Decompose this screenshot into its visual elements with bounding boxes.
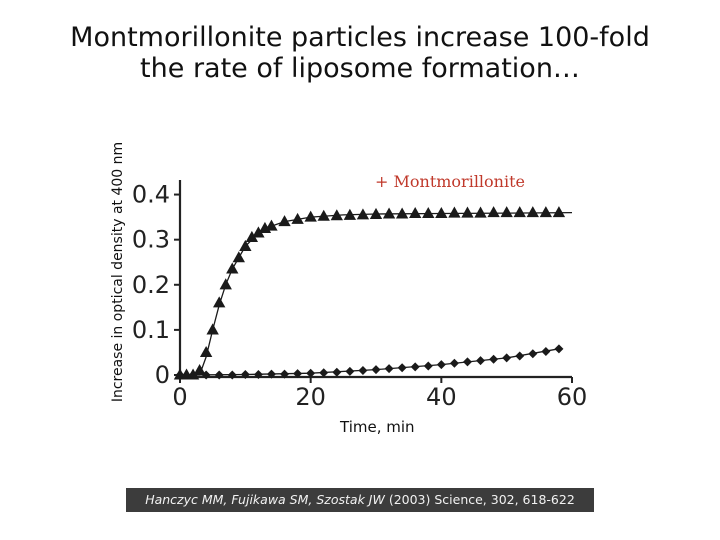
triangle-point bbox=[330, 209, 343, 221]
citation-bar: Hanczyc MM, Fujikawa SM, Szostak JW (200… bbox=[126, 488, 594, 512]
triangle-point bbox=[539, 206, 553, 218]
diamond-point bbox=[423, 361, 433, 371]
diamond-point bbox=[462, 357, 472, 367]
triangle-point bbox=[219, 278, 232, 290]
diamond-point bbox=[371, 365, 381, 375]
fit-curve-1 bbox=[180, 211, 573, 376]
triangle-point bbox=[513, 206, 526, 218]
citation-authors: Hanczyc MM, Fujikawa SM, Szostak JW bbox=[145, 492, 385, 507]
series-annotation: + Montmorillonite bbox=[375, 172, 525, 191]
triangle-point bbox=[232, 251, 245, 263]
slide-title: Montmorillonite particles increase 100-f… bbox=[0, 22, 720, 84]
diamond-point bbox=[515, 351, 525, 361]
triangle-point bbox=[252, 226, 265, 238]
diamond-point bbox=[175, 370, 185, 380]
diamond-point bbox=[201, 370, 211, 380]
triangle-point bbox=[369, 207, 383, 219]
triangle-point bbox=[193, 363, 206, 376]
triangle-point bbox=[265, 219, 278, 231]
triangle-point bbox=[213, 296, 226, 308]
triangle-point bbox=[239, 239, 252, 251]
triangle-point bbox=[206, 323, 219, 335]
diamond-point bbox=[280, 369, 290, 379]
x-tick-label: 60 bbox=[557, 383, 588, 411]
diamond-point bbox=[266, 369, 276, 379]
triangle-point bbox=[487, 206, 500, 218]
y-tick-label: 0.4 bbox=[132, 181, 170, 209]
triangle-point bbox=[435, 207, 448, 219]
y-tick-label: 0.3 bbox=[132, 226, 170, 254]
diamond-point bbox=[541, 347, 551, 357]
citation-source: (2003) Science, 302, 618-622 bbox=[388, 492, 575, 507]
triangle-point bbox=[395, 207, 409, 219]
y-tick-label: 0 bbox=[155, 361, 170, 389]
diamond-point bbox=[502, 353, 512, 363]
diamond-point bbox=[397, 363, 407, 373]
triangle-point bbox=[448, 206, 461, 218]
diamond-point bbox=[410, 362, 420, 372]
y-tick-label: 0.1 bbox=[132, 316, 170, 344]
diamond-point bbox=[240, 370, 250, 380]
triangle-point bbox=[304, 210, 317, 222]
triangle-point bbox=[226, 262, 239, 274]
triangle-point bbox=[356, 208, 370, 220]
diamond-point bbox=[345, 366, 355, 376]
x-tick-label: 0 bbox=[172, 383, 187, 411]
diamond-point bbox=[188, 370, 198, 380]
triangle-point bbox=[526, 206, 539, 218]
triangle-point bbox=[343, 208, 357, 220]
diamond-point bbox=[436, 360, 446, 370]
triangle-point bbox=[291, 212, 304, 224]
diamond-point bbox=[528, 349, 538, 359]
triangle-point bbox=[500, 206, 513, 218]
fit-curve-2 bbox=[179, 348, 560, 376]
x-axis-label: Time, min bbox=[340, 418, 415, 436]
diamond-point bbox=[554, 344, 564, 354]
diamond-point bbox=[449, 358, 459, 368]
diamond-point bbox=[293, 369, 303, 379]
diamond-point bbox=[306, 368, 316, 378]
diamond-point bbox=[253, 370, 263, 380]
triangle-point bbox=[552, 206, 566, 218]
triangle-point bbox=[245, 230, 259, 242]
triangle-point bbox=[199, 345, 213, 357]
triangle-point bbox=[461, 206, 474, 218]
triangle-point bbox=[422, 207, 435, 219]
diamond-point bbox=[358, 365, 368, 375]
x-tick-label: 40 bbox=[426, 383, 457, 411]
diamond-point bbox=[319, 368, 329, 378]
triangle-point bbox=[382, 207, 396, 219]
triangle-point bbox=[474, 206, 487, 218]
triangle-point bbox=[278, 215, 291, 227]
triangle-point bbox=[317, 209, 330, 221]
diamond-point bbox=[227, 370, 237, 380]
diamond-point bbox=[332, 367, 342, 377]
diamond-point bbox=[476, 356, 486, 366]
diamond-point bbox=[489, 354, 499, 364]
diamond-point bbox=[384, 364, 394, 374]
y-tick-label: 0.2 bbox=[132, 271, 170, 299]
slide-title-line-1: Montmorillonite particles increase 100-f… bbox=[70, 22, 650, 53]
x-tick-label: 20 bbox=[295, 383, 326, 411]
diamond-point bbox=[214, 370, 224, 380]
triangle-point bbox=[409, 207, 422, 219]
slide-title-line-2: the rate of liposome formation… bbox=[140, 53, 580, 84]
